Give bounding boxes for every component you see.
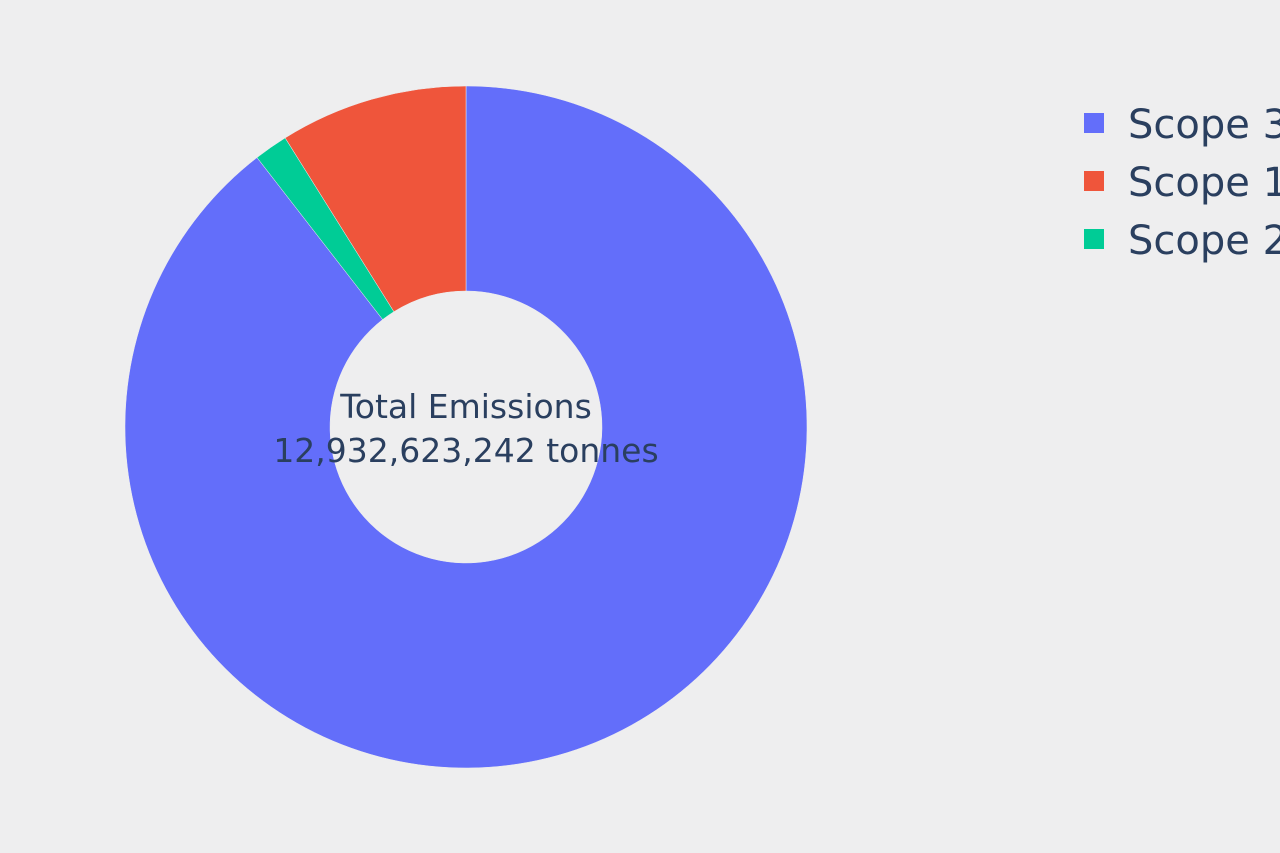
legend-swatch [1084, 229, 1104, 249]
donut [124, 85, 808, 769]
legend-label: Scope 1 [1128, 160, 1280, 206]
legend-label: Scope 3 [1128, 102, 1280, 148]
center-title: Total Emissions [339, 387, 592, 426]
donut-slice [256, 137, 395, 320]
center-total: 12,932,623,242 tonnes [273, 431, 658, 470]
legend: Scope 3 Scope 1 Scope 2 [1084, 102, 1280, 264]
legend-label: Scope 2 [1128, 218, 1280, 264]
donut-slice [284, 85, 467, 313]
legend-swatch [1084, 171, 1104, 191]
legend-swatch [1084, 113, 1104, 133]
donut-slice [124, 85, 808, 769]
